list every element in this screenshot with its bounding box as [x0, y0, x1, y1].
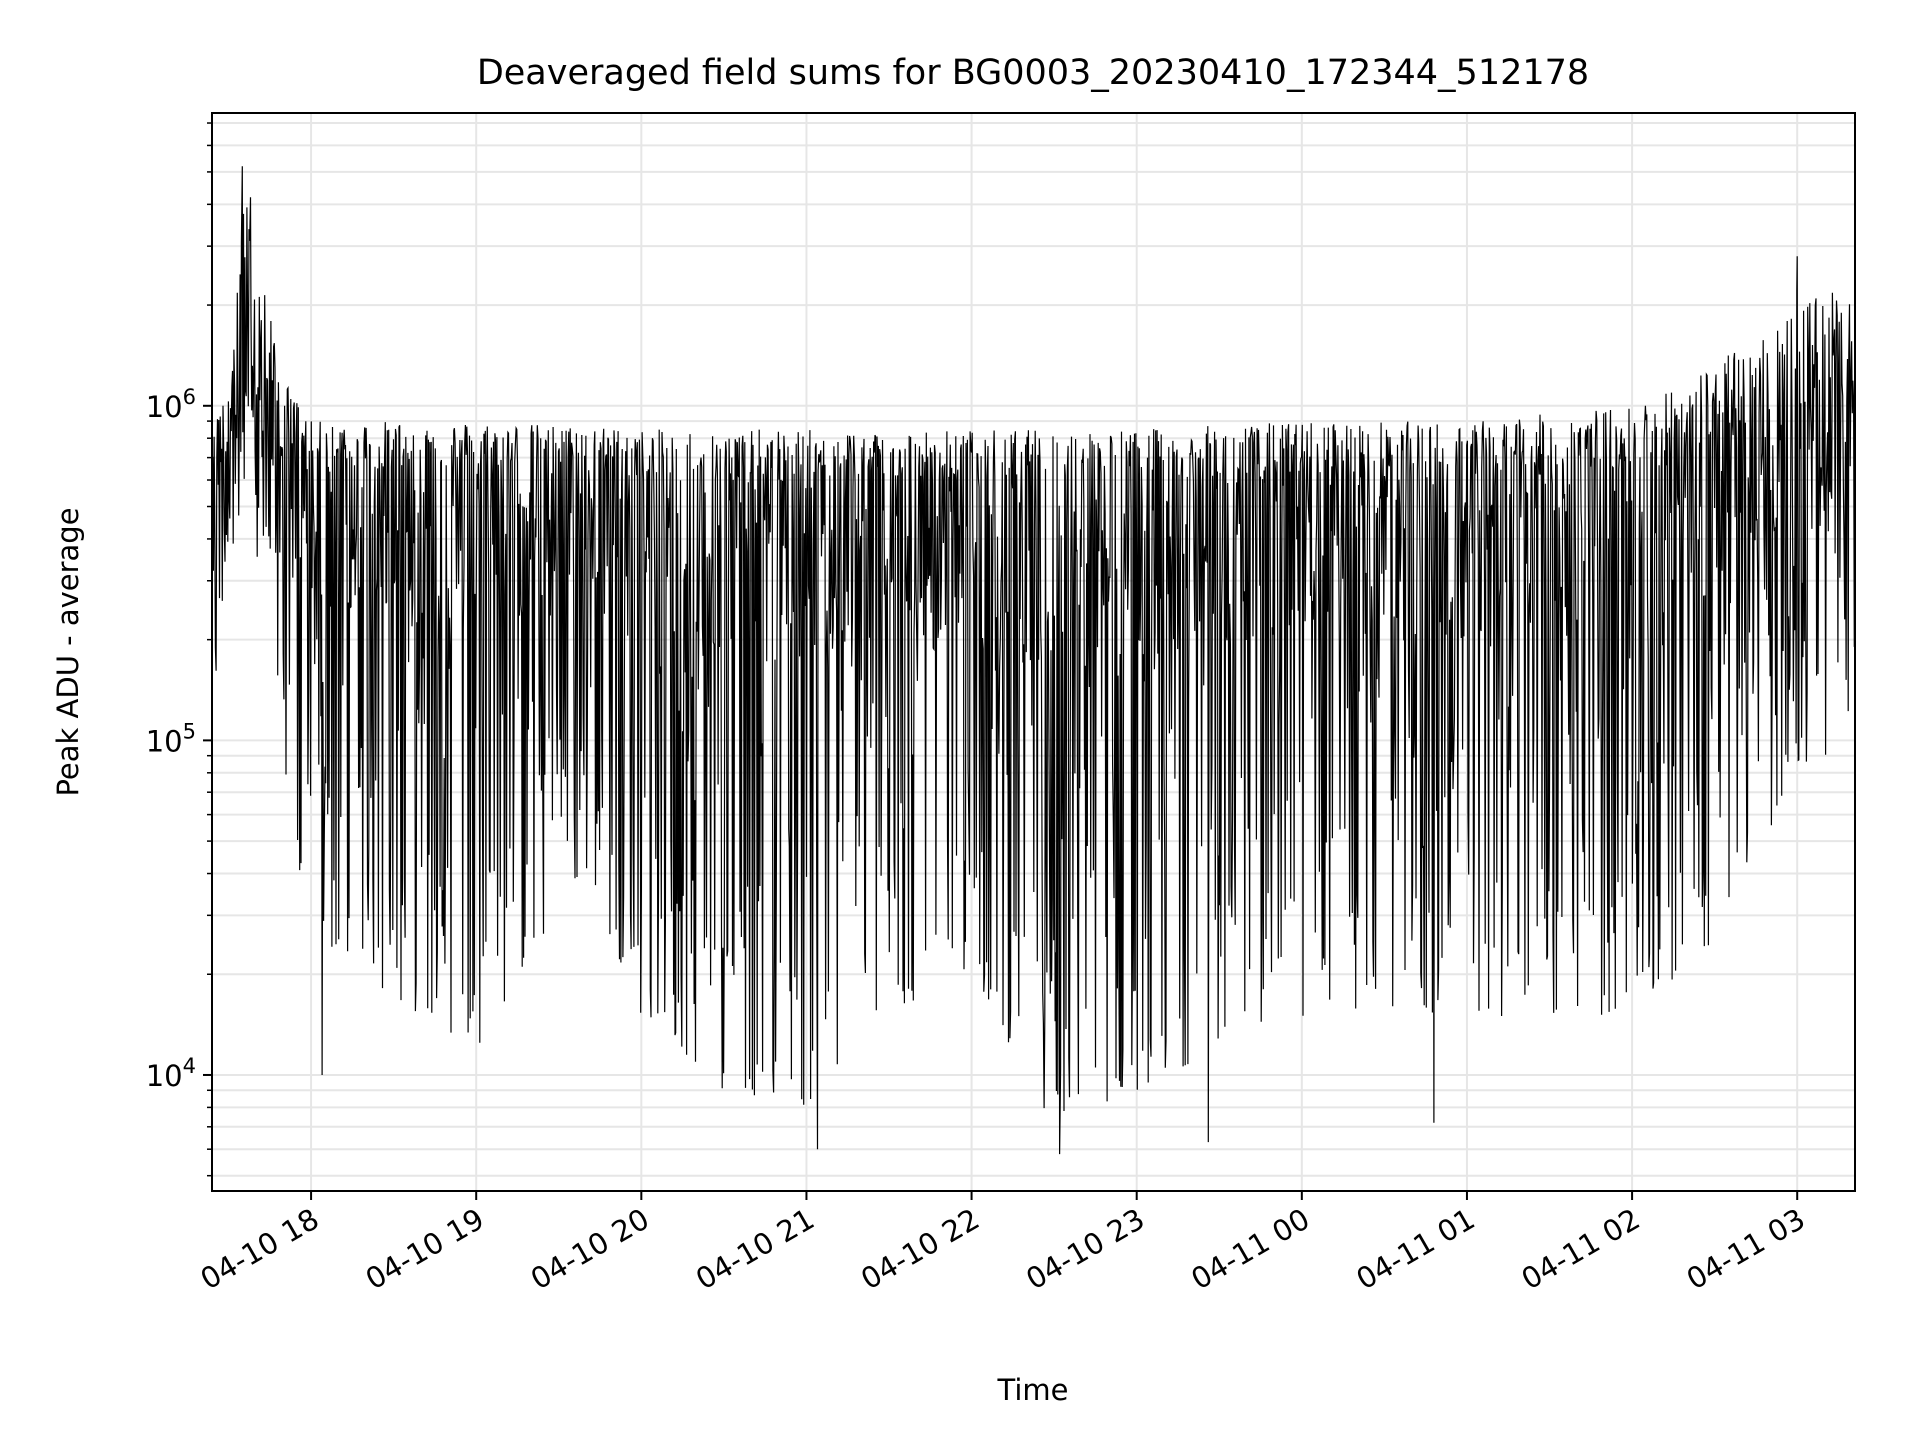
x-axis-title: Time: [997, 1373, 1069, 1407]
y-axis-title: Peak ADU - average: [51, 507, 85, 796]
plot-frame: [211, 112, 1856, 1192]
data-line: [211, 166, 1856, 1155]
chart-title: Deaveraged field sums for BG0003_2023041…: [477, 53, 1589, 93]
series-line: [211, 166, 1856, 1155]
y-tick-label: 104: [146, 1054, 196, 1093]
y-tick-label: 106: [146, 385, 196, 424]
y-tick-label: 105: [146, 719, 196, 758]
